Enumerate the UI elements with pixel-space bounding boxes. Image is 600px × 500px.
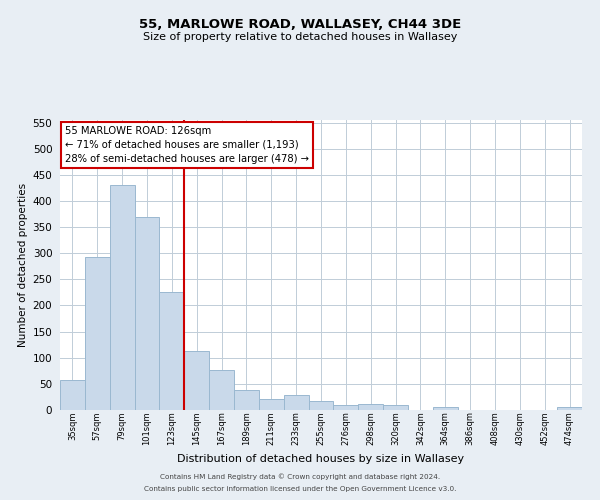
Y-axis label: Number of detached properties: Number of detached properties xyxy=(19,183,28,347)
Bar xyxy=(284,395,308,410)
Text: Contains HM Land Registry data © Crown copyright and database right 2024.: Contains HM Land Registry data © Crown c… xyxy=(160,474,440,480)
Bar xyxy=(110,186,134,410)
Bar xyxy=(334,405,358,410)
Bar xyxy=(308,400,334,410)
Text: Contains public sector information licensed under the Open Government Licence v3: Contains public sector information licen… xyxy=(144,486,456,492)
Bar xyxy=(358,404,383,410)
Bar xyxy=(259,398,284,410)
Text: 55, MARLOWE ROAD, WALLASEY, CH44 3DE: 55, MARLOWE ROAD, WALLASEY, CH44 3DE xyxy=(139,18,461,30)
Text: Size of property relative to detached houses in Wallasey: Size of property relative to detached ho… xyxy=(143,32,457,42)
Bar xyxy=(184,351,209,410)
Bar xyxy=(60,380,85,410)
Bar xyxy=(557,408,582,410)
Text: 55 MARLOWE ROAD: 126sqm
← 71% of detached houses are smaller (1,193)
28% of semi: 55 MARLOWE ROAD: 126sqm ← 71% of detache… xyxy=(65,126,309,164)
Bar xyxy=(209,370,234,410)
Bar xyxy=(383,406,408,410)
Bar xyxy=(85,257,110,410)
Bar xyxy=(134,217,160,410)
Bar xyxy=(433,408,458,410)
Bar xyxy=(234,390,259,410)
Bar xyxy=(160,292,184,410)
X-axis label: Distribution of detached houses by size in Wallasey: Distribution of detached houses by size … xyxy=(178,454,464,464)
